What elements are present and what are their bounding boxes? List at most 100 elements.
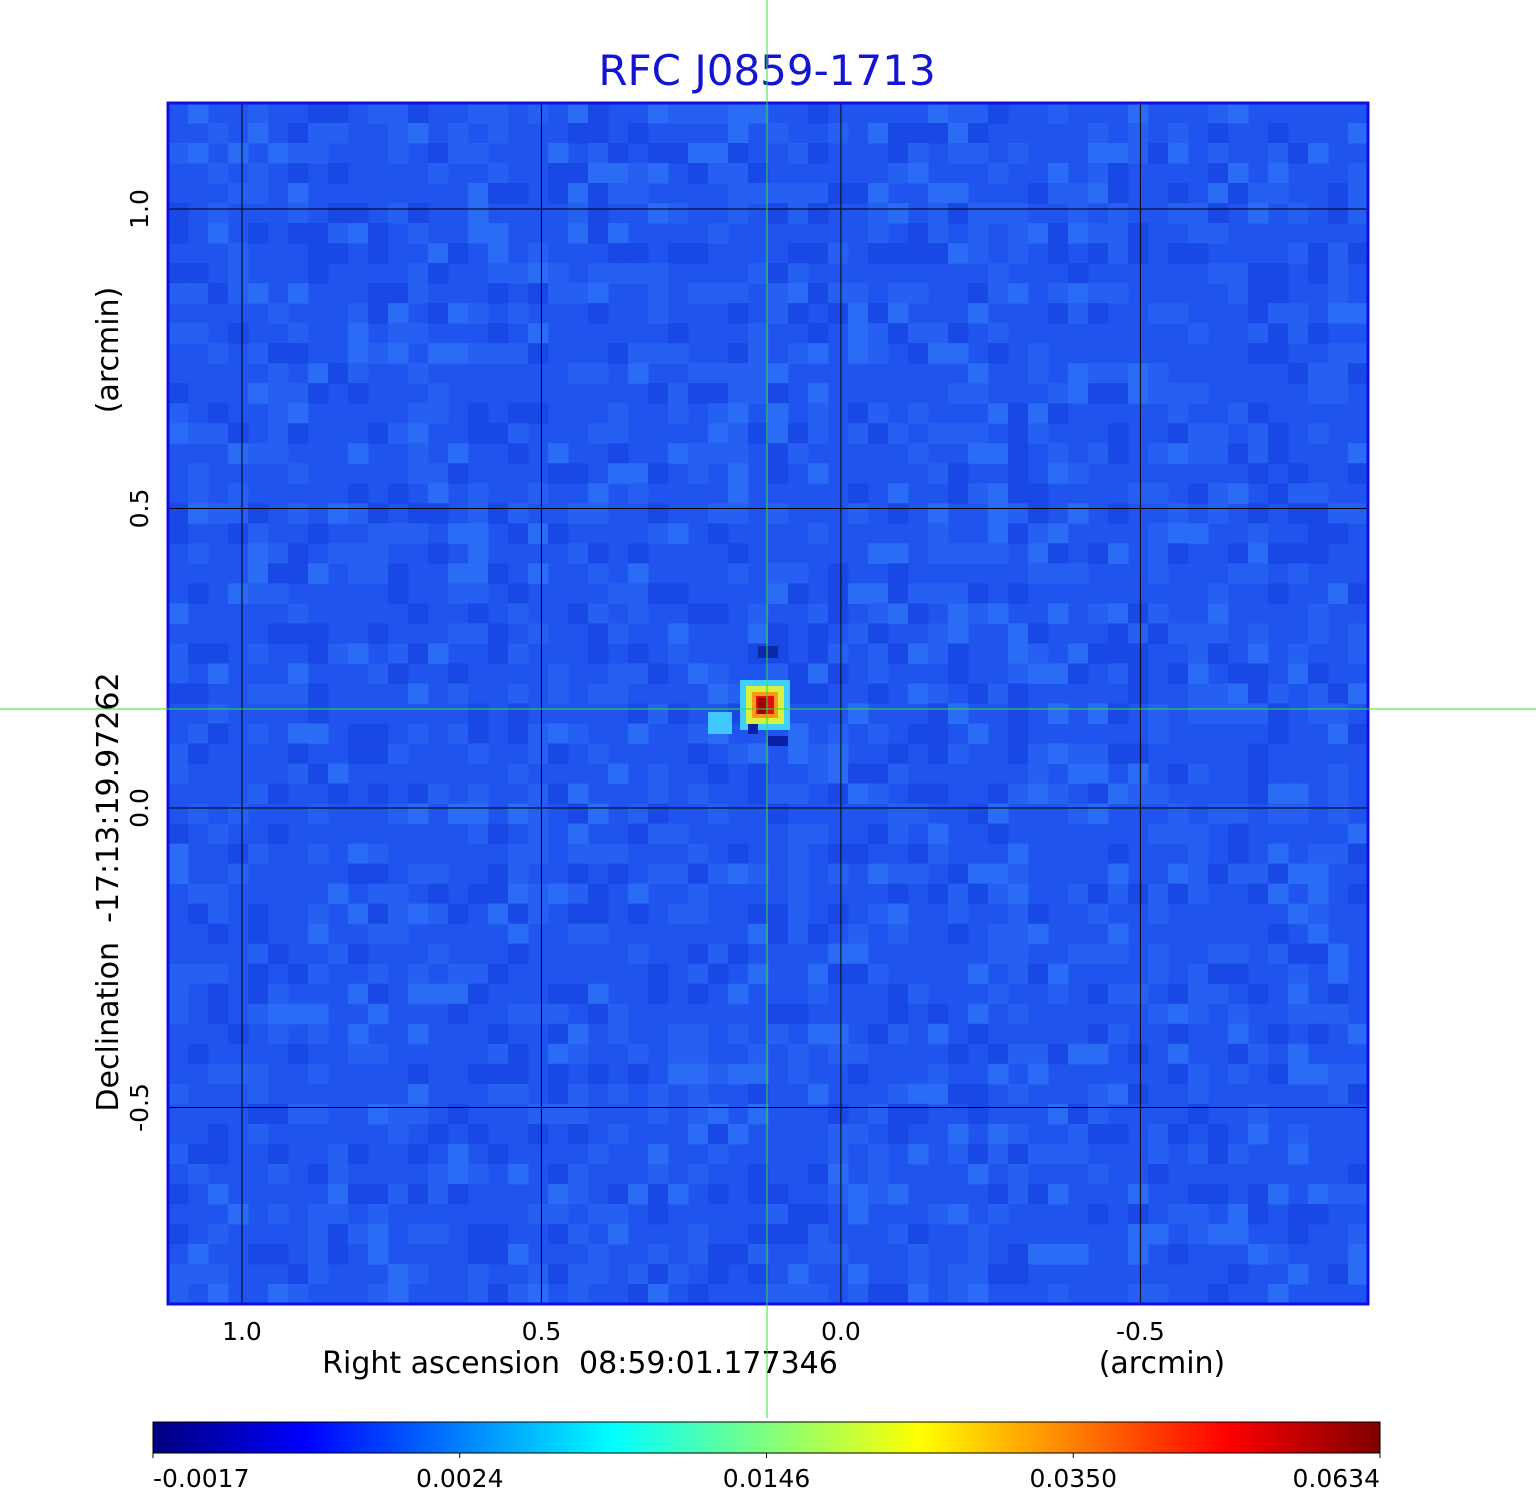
image-pixel: [748, 323, 769, 344]
image-pixel: [1128, 223, 1149, 244]
image-pixel: [948, 883, 969, 905]
image-pixel: [788, 723, 809, 745]
image-pixel: [1288, 243, 1309, 264]
image-pixel: [908, 783, 929, 805]
image-pixel: [568, 543, 589, 564]
image-pixel: [228, 483, 249, 504]
image-pixel: [828, 603, 849, 624]
image-pixel: [1028, 903, 1049, 925]
x-tick-label: -0.5: [1116, 1317, 1165, 1346]
image-pixel: [1328, 983, 1349, 1005]
image-pixel: [908, 1243, 929, 1265]
image-pixel: [548, 1163, 569, 1185]
image-pixel: [708, 1103, 729, 1125]
image-pixel: [488, 123, 509, 144]
image-pixel: [1228, 183, 1249, 204]
image-pixel: [1348, 623, 1369, 644]
image-pixel: [928, 1003, 949, 1025]
image-pixel: [788, 883, 809, 905]
image-pixel: [628, 663, 649, 684]
image-pixel: [528, 623, 549, 644]
image-pixel: [468, 583, 489, 604]
image-pixel: [1228, 863, 1249, 885]
image-pixel: [348, 443, 369, 464]
image-pixel: [1348, 1063, 1369, 1085]
image-pixel: [768, 923, 789, 945]
image-pixel: [208, 1123, 229, 1145]
image-pixel: [268, 1103, 289, 1125]
image-pixel: [288, 723, 309, 745]
image-pixel: [768, 203, 789, 224]
image-pixel: [1208, 1283, 1229, 1305]
image-pixel: [808, 103, 829, 124]
image-pixel: [768, 1203, 789, 1225]
image-pixel: [988, 1203, 1009, 1225]
image-pixel: [728, 463, 749, 484]
image-pixel: [1188, 383, 1209, 404]
image-pixel: [368, 843, 389, 865]
image-pixel: [948, 1283, 969, 1305]
image-pixel: [628, 463, 649, 484]
image-pixel: [1328, 963, 1349, 985]
image-pixel: [448, 583, 469, 604]
image-pixel: [768, 303, 789, 324]
image-pixel: [1188, 643, 1209, 664]
image-pixel: [1048, 963, 1069, 985]
image-pixel: [1028, 783, 1049, 805]
image-pixel: [1208, 1143, 1229, 1165]
image-pixel: [788, 443, 809, 464]
image-pixel: [548, 1263, 569, 1285]
image-pixel: [568, 923, 589, 945]
image-pixel: [288, 1103, 309, 1125]
image-pixel: [888, 883, 909, 905]
image-pixel: [508, 1283, 529, 1305]
image-pixel: [948, 483, 969, 504]
image-pixel: [508, 343, 529, 364]
image-pixel: [268, 683, 289, 704]
image-pixel: [1268, 943, 1289, 965]
image-pixel: [1148, 963, 1169, 985]
image-pixel: [528, 843, 549, 865]
image-pixel: [348, 943, 369, 965]
image-pixel: [468, 783, 489, 805]
image-pixel: [728, 383, 749, 404]
image-pixel: [1108, 943, 1129, 965]
image-pixel: [988, 403, 1009, 424]
image-pixel: [1108, 703, 1129, 725]
image-pixel: [1168, 443, 1189, 464]
image-pixel: [1108, 663, 1129, 684]
image-pixel: [668, 443, 689, 464]
image-pixel: [1328, 703, 1349, 725]
image-pixel: [428, 643, 449, 664]
image-pixel: [628, 263, 649, 284]
image-pixel: [548, 1203, 569, 1225]
image-pixel: [1048, 1103, 1069, 1125]
image-pixel: [328, 363, 349, 384]
image-pixel: [1348, 203, 1369, 224]
image-pixel: [528, 323, 549, 344]
image-pixel: [648, 463, 669, 484]
image-pixel: [588, 103, 609, 124]
image-pixel: [828, 843, 849, 865]
image-pixel: [288, 683, 309, 704]
image-pixel: [228, 323, 249, 344]
image-pixel: [388, 523, 409, 544]
image-pixel: [308, 243, 329, 264]
image-pixel: [1308, 603, 1329, 624]
image-pixel: [628, 1063, 649, 1085]
image-pixel: [1068, 303, 1089, 324]
image-pixel: [768, 183, 789, 204]
image-pixel: [648, 163, 669, 184]
image-pixel: [1248, 503, 1269, 524]
image-pixel: [228, 143, 249, 164]
image-pixel: [708, 523, 729, 544]
image-pixel: [808, 623, 829, 644]
image-pixel: [1008, 943, 1029, 965]
image-pixel: [1208, 443, 1229, 464]
image-pixel: [308, 523, 329, 544]
image-pixel: [188, 423, 209, 444]
image-pixel: [1308, 1023, 1329, 1045]
image-pixel: [1288, 1123, 1309, 1145]
image-pixel: [248, 343, 269, 364]
x-tick-label: 0.0: [821, 1317, 861, 1346]
